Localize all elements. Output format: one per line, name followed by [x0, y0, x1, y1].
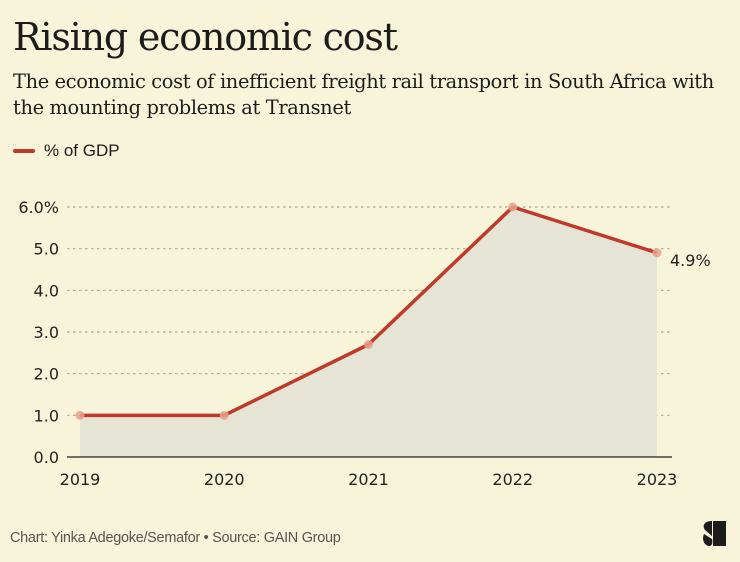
data-markers [75, 202, 662, 420]
chart-title: Rising economic cost [13, 15, 398, 59]
x-tick-label: 2022 [492, 470, 533, 489]
y-axis-ticks: 0.0 1.0 2.0 3.0 4.0 5.0 6.0% [18, 198, 59, 467]
x-tick-label: 2019 [60, 470, 101, 489]
chart-credit: Chart: Yinka Adegoke/Semafor • Source: G… [10, 530, 341, 546]
data-labels: 4.9% [670, 251, 711, 270]
y-tick-label: 0.0 [34, 448, 59, 467]
x-tick-label: 2021 [348, 470, 389, 489]
data-point [219, 410, 229, 420]
y-tick-label: 1.0 [34, 406, 59, 425]
legend-label: % of GDP [44, 141, 120, 160]
legend: % of GDP [13, 141, 120, 161]
area-fill [80, 207, 657, 457]
data-label: 4.9% [670, 251, 711, 270]
data-point [508, 202, 518, 212]
y-tick-label: 3.0 [34, 323, 59, 342]
y-tick-label: 2.0 [34, 365, 59, 384]
x-tick-label: 2023 [637, 470, 678, 489]
y-tick-label: 5.0 [34, 240, 59, 259]
chart-subtitle: The economic cost of inefficient freight… [13, 70, 714, 119]
x-tick-label: 2020 [204, 470, 245, 489]
data-point [364, 340, 373, 349]
legend-line-swatch [13, 149, 35, 153]
data-point [652, 248, 662, 258]
data-point [75, 410, 85, 420]
y-tick-label: 6.0% [18, 198, 59, 217]
y-tick-label: 4.0 [34, 281, 59, 300]
semafor-logo-icon [703, 521, 726, 546]
x-axis-ticks: 2019 2020 2021 2022 2023 [60, 470, 678, 489]
